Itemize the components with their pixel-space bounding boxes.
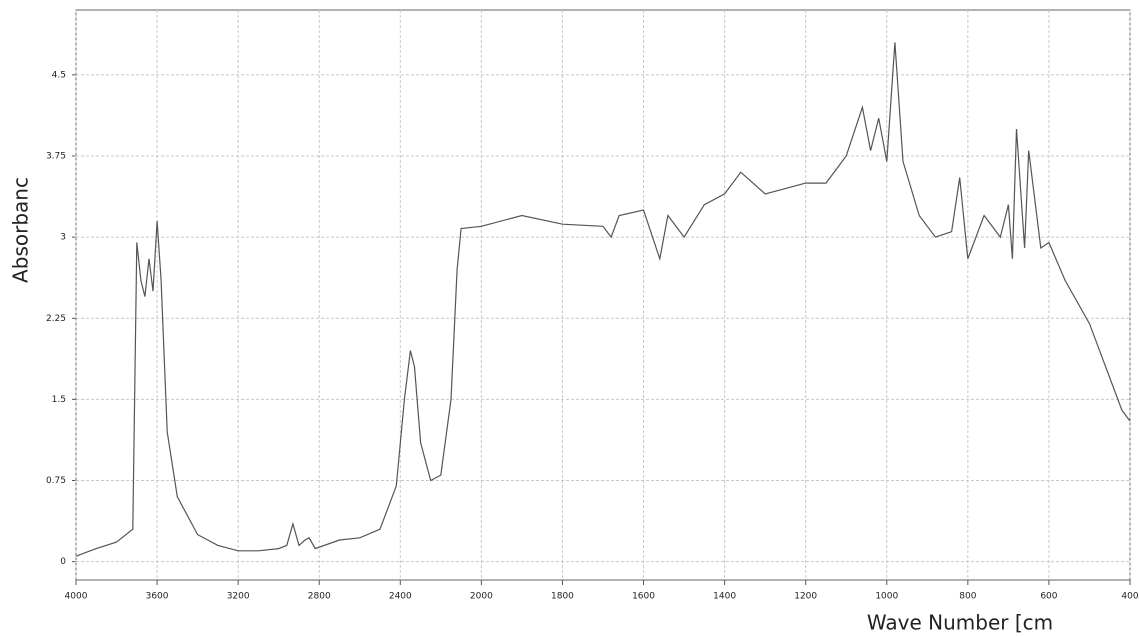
x-tick-label: 1200	[794, 592, 817, 602]
x-tick-label: 400	[1121, 592, 1138, 602]
x-tick-label: 4000	[65, 592, 88, 602]
x-tick-label: 600	[1040, 592, 1057, 602]
y-tick-label: 1.5	[52, 395, 66, 405]
y-tick-label: 3	[60, 233, 66, 243]
x-tick-label: 2000	[470, 592, 493, 602]
x-tick-label: 3600	[146, 592, 169, 602]
x-tick-label: 1800	[551, 592, 574, 602]
y-tick-label: 2.25	[46, 314, 66, 324]
spectrum-line	[75, 42, 1131, 557]
x-tick-label: 3200	[227, 592, 250, 602]
x-tick-label: 1400	[713, 592, 736, 602]
plot-frame	[75, 9, 1131, 581]
x-tick-label: 1600	[632, 592, 655, 602]
x-tick-label: 800	[959, 592, 976, 602]
x-axis-title: Wave Number [cm	[867, 611, 1053, 635]
y-axis-title: Absorbanc	[9, 177, 33, 283]
y-tick-label: 3.75	[46, 152, 66, 162]
x-tick-label: 2400	[389, 592, 412, 602]
y-tick-label: 0	[60, 557, 66, 567]
x-tick-label: 2800	[308, 592, 331, 602]
x-tick-label: 1000	[875, 592, 898, 602]
y-tick-label: 4.5	[52, 70, 66, 80]
y-tick-label: 0.75	[46, 476, 66, 486]
